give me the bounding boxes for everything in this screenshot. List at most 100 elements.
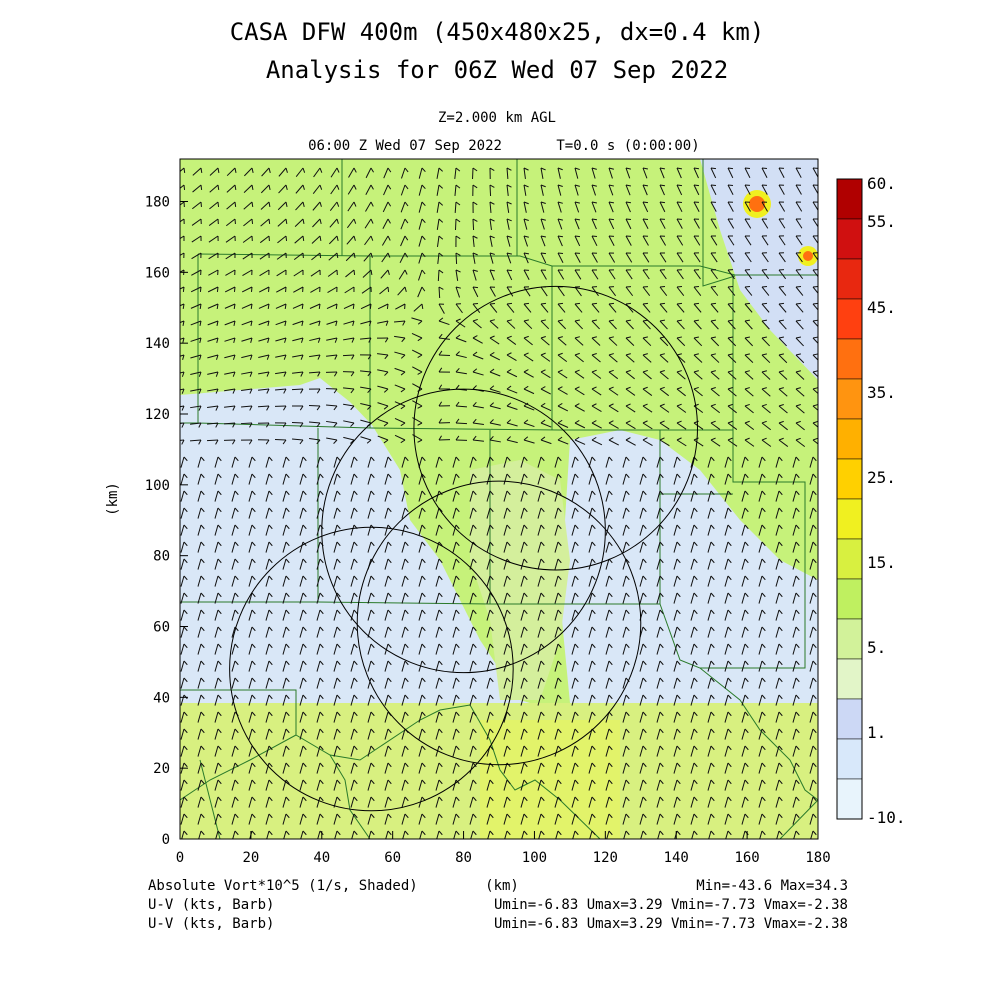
wind-barb (707, 728, 712, 740)
wind-barb (792, 677, 797, 689)
wind-barb (775, 779, 780, 791)
wind-barb (557, 303, 566, 313)
wind-barb-feather (574, 167, 580, 171)
wind-barb (523, 303, 532, 313)
wind-barb-feather (625, 490, 630, 496)
footer-barb-label-1: U-V (kts, Barb) (148, 897, 274, 913)
wind-barb (278, 184, 287, 194)
wind-barb (656, 813, 661, 825)
wind-barb (571, 728, 576, 740)
wind-barb-feather (744, 813, 749, 819)
wind-barb (455, 371, 467, 375)
wind-barb-feather (778, 626, 783, 632)
wind-barb (435, 813, 440, 825)
wind-barb (741, 643, 746, 655)
wind-barb-feather (404, 711, 409, 717)
wind-barb-feather (285, 490, 290, 496)
subtitle-level: Z=2.000 km AGL (438, 110, 556, 126)
wind-barb (248, 745, 253, 757)
wind-barb (333, 694, 338, 706)
wind-barb-feather (336, 609, 341, 615)
wind-barb (809, 592, 814, 604)
wind-barb-feather (540, 745, 545, 751)
wind-barb-feather (251, 813, 256, 819)
wind-barb-feather (727, 694, 732, 700)
wind-barb-feather (455, 252, 461, 256)
wind-barb-feather (387, 473, 392, 479)
wind-barb-feather (268, 541, 273, 547)
wind-barb (707, 524, 712, 536)
wind-barb-feather (385, 320, 389, 326)
wind-barb-feather (506, 609, 511, 615)
wind-barb-feather (302, 745, 307, 751)
wind-barb (608, 439, 619, 446)
wind-barb-feather (455, 473, 460, 479)
wind-barb (690, 745, 695, 757)
wind-barb (418, 184, 423, 196)
wind-barb (225, 269, 236, 276)
wind-barb (554, 745, 559, 757)
wind-barb (571, 745, 576, 757)
wind-barb-feather (676, 353, 682, 356)
wind-barb (377, 303, 389, 310)
wind-barb-feather (455, 235, 461, 240)
wind-barb-feather (642, 660, 647, 666)
wind-barb (382, 201, 389, 213)
wind-barb (265, 677, 270, 689)
wind-barb-feather (540, 694, 545, 700)
wind-barb-feather (404, 830, 409, 836)
wind-barb (574, 286, 582, 297)
y-tick-label: 100 (145, 478, 170, 494)
wind-barb (316, 643, 321, 655)
wind-barb-feather (300, 354, 304, 360)
wind-barb (283, 830, 287, 839)
wind-barb (248, 660, 253, 672)
wind-barb (207, 303, 219, 309)
wind-barb (343, 420, 355, 424)
wind-barb (554, 779, 559, 791)
wind-barb-feather (591, 813, 596, 819)
wind-barb-feather (268, 456, 273, 462)
wind-barb-feather (404, 184, 409, 190)
wind-barb-feather (472, 235, 478, 239)
wind-barb-feather (402, 320, 406, 326)
wind-barb-feather (557, 541, 562, 547)
wind-barb (486, 643, 491, 655)
wind-barb-feather (300, 388, 304, 394)
wind-barb-feather (659, 386, 665, 390)
wind-barb-feather (710, 420, 716, 424)
wind-barb-feather (642, 456, 647, 462)
wind-barb-feather (693, 319, 700, 322)
wind-barb-feather (251, 677, 256, 683)
wind-barb (197, 694, 202, 706)
wind-barb (486, 609, 491, 621)
wind-barb (741, 745, 746, 757)
wind-barb-feather (421, 677, 426, 683)
wind-barb-feather (251, 660, 256, 666)
wind-barb-feather (642, 643, 647, 649)
wind-barb (744, 184, 751, 195)
wind-barb-feather (285, 235, 288, 242)
wind-barb (435, 575, 440, 587)
wind-barb (400, 235, 406, 247)
wind-barb (690, 694, 695, 706)
wind-barb (350, 779, 355, 791)
wind-barb (282, 558, 287, 570)
wind-barb (724, 711, 729, 723)
wind-barb (231, 728, 236, 740)
wind-barb (690, 762, 695, 774)
wind-barb-feather (761, 437, 767, 441)
wind-barb (243, 218, 253, 227)
wind-barb-feather (200, 711, 205, 717)
wind-barb (537, 813, 542, 825)
wind-barb-feather (472, 167, 478, 172)
wind-barb (540, 218, 545, 230)
wind-barb (812, 235, 818, 245)
wind-barb (180, 269, 185, 273)
wind-barb (316, 745, 321, 757)
wind-barb-feather (642, 524, 647, 530)
wind-barb (571, 779, 576, 791)
vort-region-green-tongue (470, 460, 570, 700)
radar-ring (356, 480, 642, 766)
wind-barb-feather (710, 386, 716, 390)
